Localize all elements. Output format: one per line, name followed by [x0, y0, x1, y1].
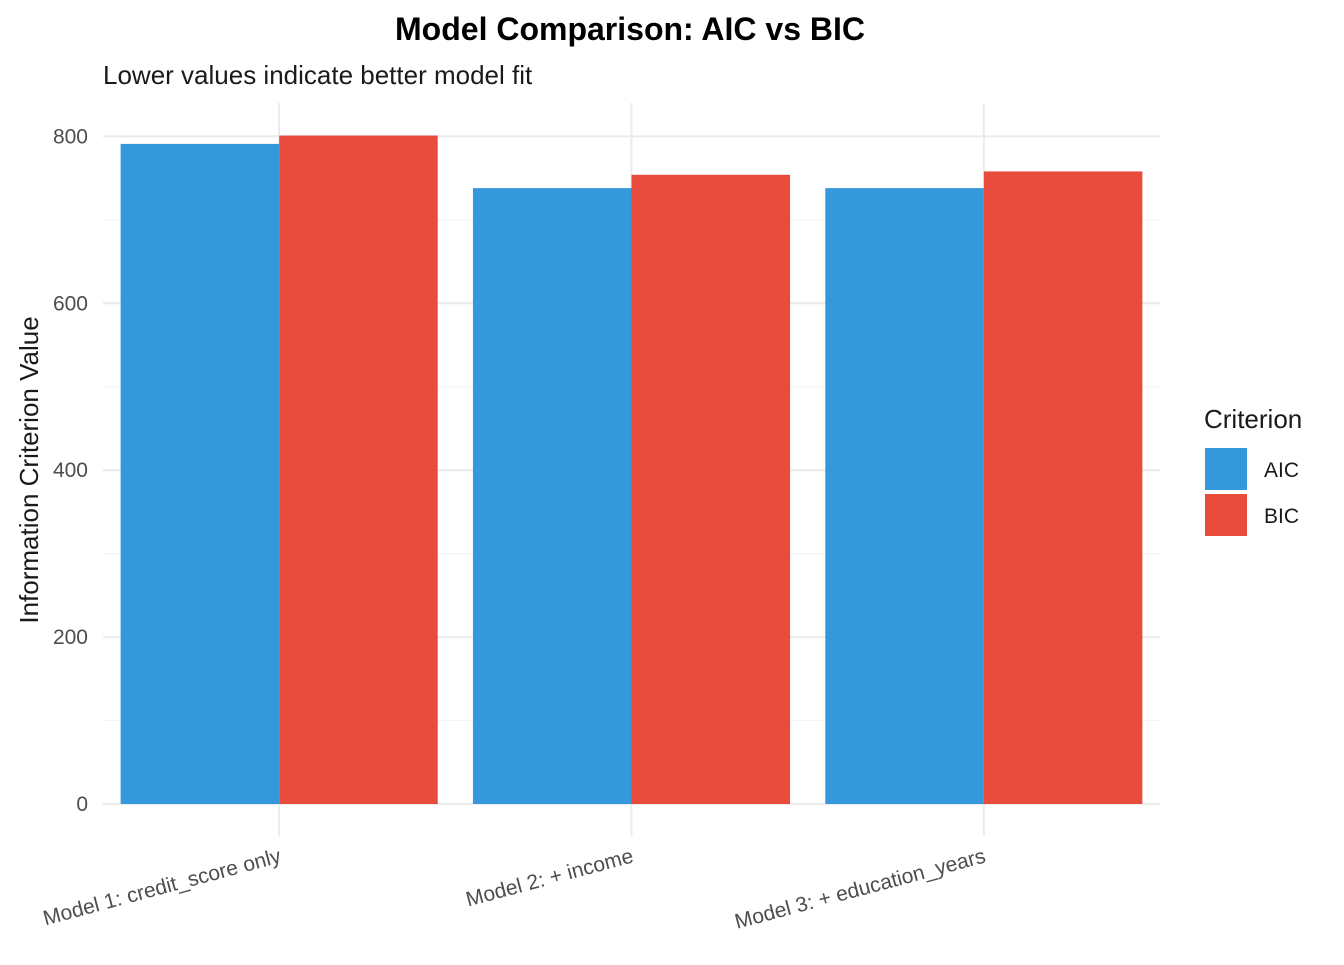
- bar-bic-3: [983, 171, 1143, 804]
- bar-aic-3: [825, 188, 984, 804]
- chart-subtitle: Lower values indicate better model fit: [103, 60, 533, 90]
- bar-bic-2: [631, 174, 791, 804]
- legend-label-bic: BIC: [1264, 505, 1299, 528]
- x-tick-label: Model 2: + income: [464, 845, 636, 912]
- y-tick-label: 0: [76, 793, 88, 816]
- x-tick-label: Model 3: + education_years: [732, 845, 988, 934]
- y-tick-label: 200: [53, 626, 88, 649]
- y-tick-label: 600: [53, 292, 88, 315]
- bars-layer: [120, 135, 1143, 804]
- y-tick-label: 400: [53, 459, 88, 482]
- legend: Criterion AIC BIC: [1204, 404, 1302, 536]
- y-axis-title: Information Criterion Value: [14, 316, 44, 623]
- legend-title: Criterion: [1204, 404, 1302, 434]
- legend-key-aic: [1205, 448, 1247, 490]
- chart-title: Model Comparison: AIC vs BIC: [395, 11, 865, 47]
- legend-label-aic: AIC: [1264, 459, 1299, 482]
- bar-bic-1: [279, 135, 438, 804]
- legend-key-bic: [1205, 494, 1247, 536]
- bar-aic-2: [472, 188, 632, 804]
- bar-aic-1: [120, 143, 280, 804]
- x-tick-label: Model 1: credit_score only: [41, 844, 284, 930]
- y-tick-label: 800: [53, 125, 88, 148]
